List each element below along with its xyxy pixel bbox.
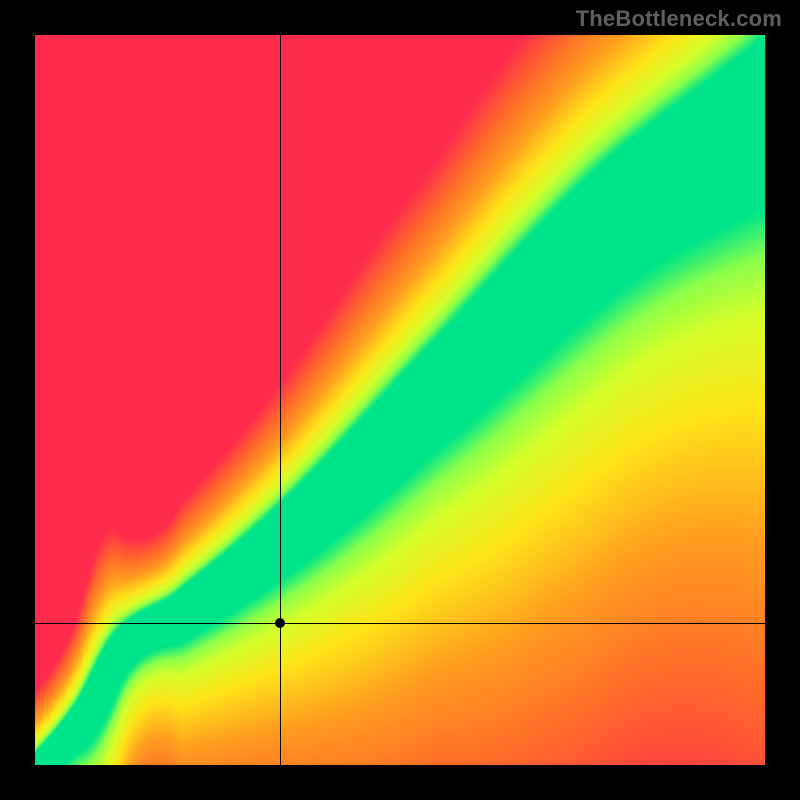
heatmap-canvas (35, 35, 765, 765)
watermark-text: TheBottleneck.com (576, 6, 782, 32)
plot-area (35, 35, 765, 765)
